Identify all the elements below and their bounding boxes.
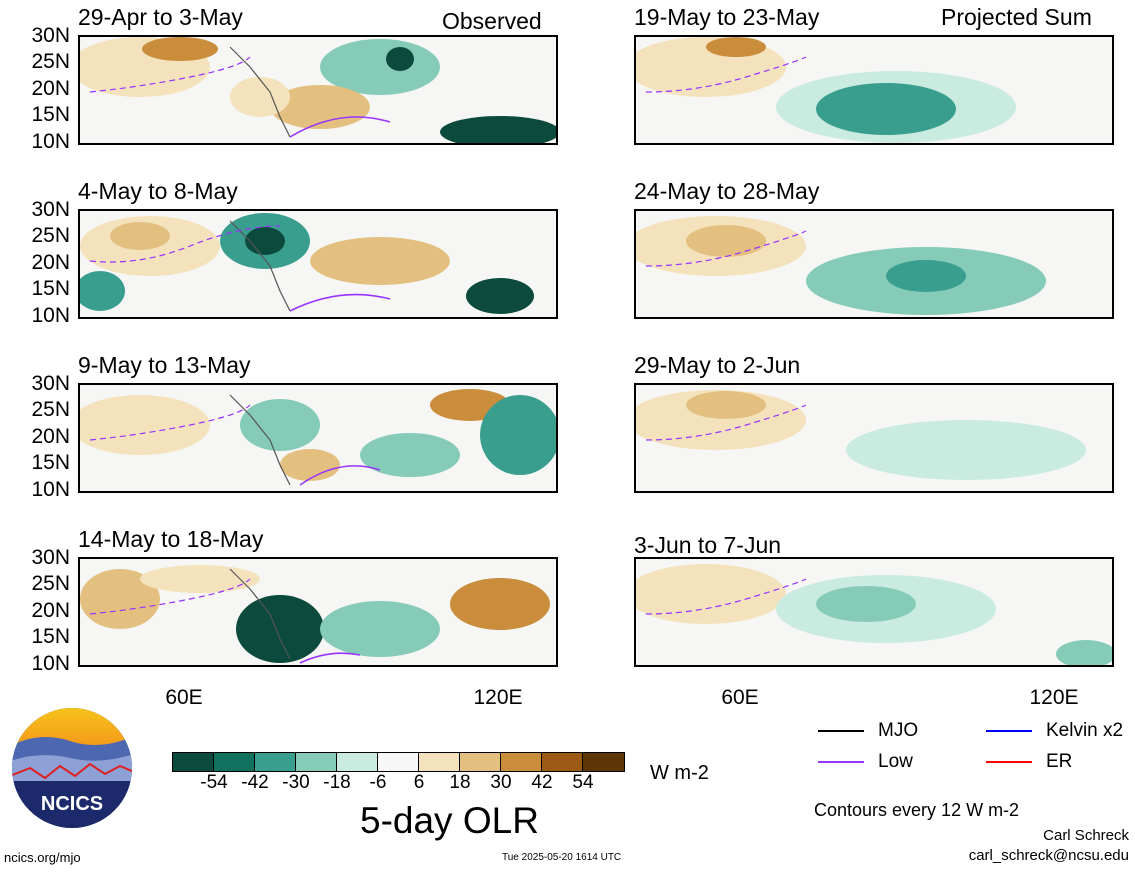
colorbar-swatch <box>337 753 378 771</box>
author-name: Carl Schreck <box>1043 827 1129 844</box>
lon-label-120e-right: 120E <box>1029 686 1079 709</box>
ncics-logo: NCICS <box>10 706 134 830</box>
lat-label: 30N <box>31 24 70 47</box>
projected-header: Projected Sum <box>941 4 1092 30</box>
lat-axis-4: 30N 25N 20N 15N 10N <box>0 547 70 674</box>
lat-label: 20N <box>31 425 70 448</box>
lon-label-120e-left: 120E <box>473 686 523 709</box>
colorbar <box>172 752 625 772</box>
legend-line-mjo <box>818 730 864 732</box>
legend-low: Low <box>818 751 913 773</box>
colorbar-swatch <box>501 753 542 771</box>
lat-label: 30N <box>31 546 70 569</box>
map-panel-obs-4 <box>78 557 558 667</box>
colorbar-tick: -30 <box>282 772 310 793</box>
olr-map <box>80 211 556 317</box>
lat-label: 15N <box>31 451 70 474</box>
colorbar-swatch <box>419 753 460 771</box>
panel-title-proj-3: 29-May to 2-Jun <box>634 352 801 378</box>
panel-title-proj-1: 19-May to 23-May <box>634 4 820 30</box>
lat-label: 25N <box>31 50 70 73</box>
contours-note: Contours every 12 W m-2 <box>814 800 1020 820</box>
legend-label-kelvin: Kelvin x2 <box>1046 720 1124 741</box>
panel-title-obs-3: 9-May to 13-May <box>78 352 251 378</box>
lat-label: 25N <box>31 398 70 421</box>
colorbar-swatch <box>296 753 337 771</box>
lat-axis-2: 30N 25N 20N 15N 10N <box>0 199 70 326</box>
colorbar-tick: 42 <box>531 772 553 793</box>
colorbar-swatch <box>583 753 624 771</box>
source-url[interactable]: ncics.org/mjo <box>4 850 81 865</box>
map-panel-proj-2 <box>634 209 1114 319</box>
colorbar-swatch <box>214 753 255 771</box>
legend-line-low <box>818 761 864 763</box>
legend-label-low: Low <box>878 751 913 772</box>
lat-label: 30N <box>31 372 70 395</box>
lat-label: 20N <box>31 599 70 622</box>
colorbar-swatch <box>460 753 501 771</box>
colorbar-swatch <box>173 753 214 771</box>
panel-title-obs-2: 4-May to 8-May <box>78 178 238 204</box>
map-panel-obs-3 <box>78 383 558 493</box>
colorbar-units: W m-2 <box>650 762 709 784</box>
colorbar-tick: 18 <box>449 772 471 793</box>
colorbar-tick: -6 <box>369 772 387 793</box>
map-panel-obs-1 <box>78 35 558 145</box>
legend-label-er: ER <box>1046 751 1073 772</box>
map-panel-proj-3 <box>634 383 1114 493</box>
author-email[interactable]: carl_schreck@ncsu.edu <box>968 847 1129 864</box>
colorbar-swatch <box>378 753 419 771</box>
colorbar-tick: 30 <box>490 772 512 793</box>
colorbar-swatch <box>255 753 296 771</box>
lat-axis-1: 30N 25N 20N 15N 10N <box>0 25 70 152</box>
map-panel-obs-2 <box>78 209 558 319</box>
lat-label: 15N <box>31 277 70 300</box>
logo-text: NCICS <box>41 793 103 815</box>
olr-map <box>636 37 1112 143</box>
lat-label: 10N <box>31 652 70 675</box>
colorbar-tick: 6 <box>413 772 425 793</box>
olr-map <box>636 211 1112 317</box>
legend-kelvin: Kelvin x2 <box>986 720 1123 742</box>
lat-label: 25N <box>31 224 70 247</box>
author-block: Carl Schreck carl_schreck@ncsu.edu <box>969 826 1129 866</box>
lat-label: 10N <box>31 478 70 501</box>
lon-label-60e-left: 60E <box>165 686 203 709</box>
legend-mjo: MJO <box>818 720 918 742</box>
lat-label: 20N <box>31 77 70 100</box>
olr-map <box>636 385 1112 491</box>
panel-title-obs-1: 29-Apr to 3-May <box>78 4 243 30</box>
lat-label: 30N <box>31 198 70 221</box>
colorbar-swatch <box>542 753 583 771</box>
lat-label: 15N <box>31 103 70 126</box>
map-panel-proj-4 <box>634 557 1114 667</box>
lat-label: 10N <box>31 304 70 327</box>
map-panel-proj-1 <box>634 35 1114 145</box>
olr-map <box>80 37 556 143</box>
lat-label: 20N <box>31 251 70 274</box>
lon-label-60e-right: 60E <box>721 686 759 709</box>
observed-header: Observed <box>442 8 542 34</box>
olr-map <box>636 559 1112 665</box>
panel-title-proj-2: 24-May to 28-May <box>634 178 820 204</box>
colorbar-tick: -42 <box>241 772 269 793</box>
lat-axis-3: 30N 25N 20N 15N 10N <box>0 373 70 500</box>
legend-label-mjo: MJO <box>878 720 919 741</box>
legend-er: ER <box>986 751 1072 773</box>
olr-map <box>80 559 556 665</box>
panel-title-proj-4: 3-Jun to 7-Jun <box>634 532 782 558</box>
colorbar-tick: -54 <box>200 772 228 793</box>
panel-title-obs-4: 14-May to 18-May <box>78 526 264 552</box>
colorbar-tick: 54 <box>572 772 594 793</box>
lat-label: 10N <box>31 130 70 153</box>
lat-label: 15N <box>31 625 70 648</box>
lat-label: 25N <box>31 572 70 595</box>
figure-title: 5-day OLR <box>360 800 539 841</box>
olr-map <box>80 385 556 491</box>
legend-line-kelvin <box>986 730 1032 732</box>
colorbar-tick: -18 <box>323 772 351 793</box>
timestamp: Tue 2025-05-20 1614 UTC <box>502 852 622 863</box>
legend-line-er <box>986 761 1032 763</box>
